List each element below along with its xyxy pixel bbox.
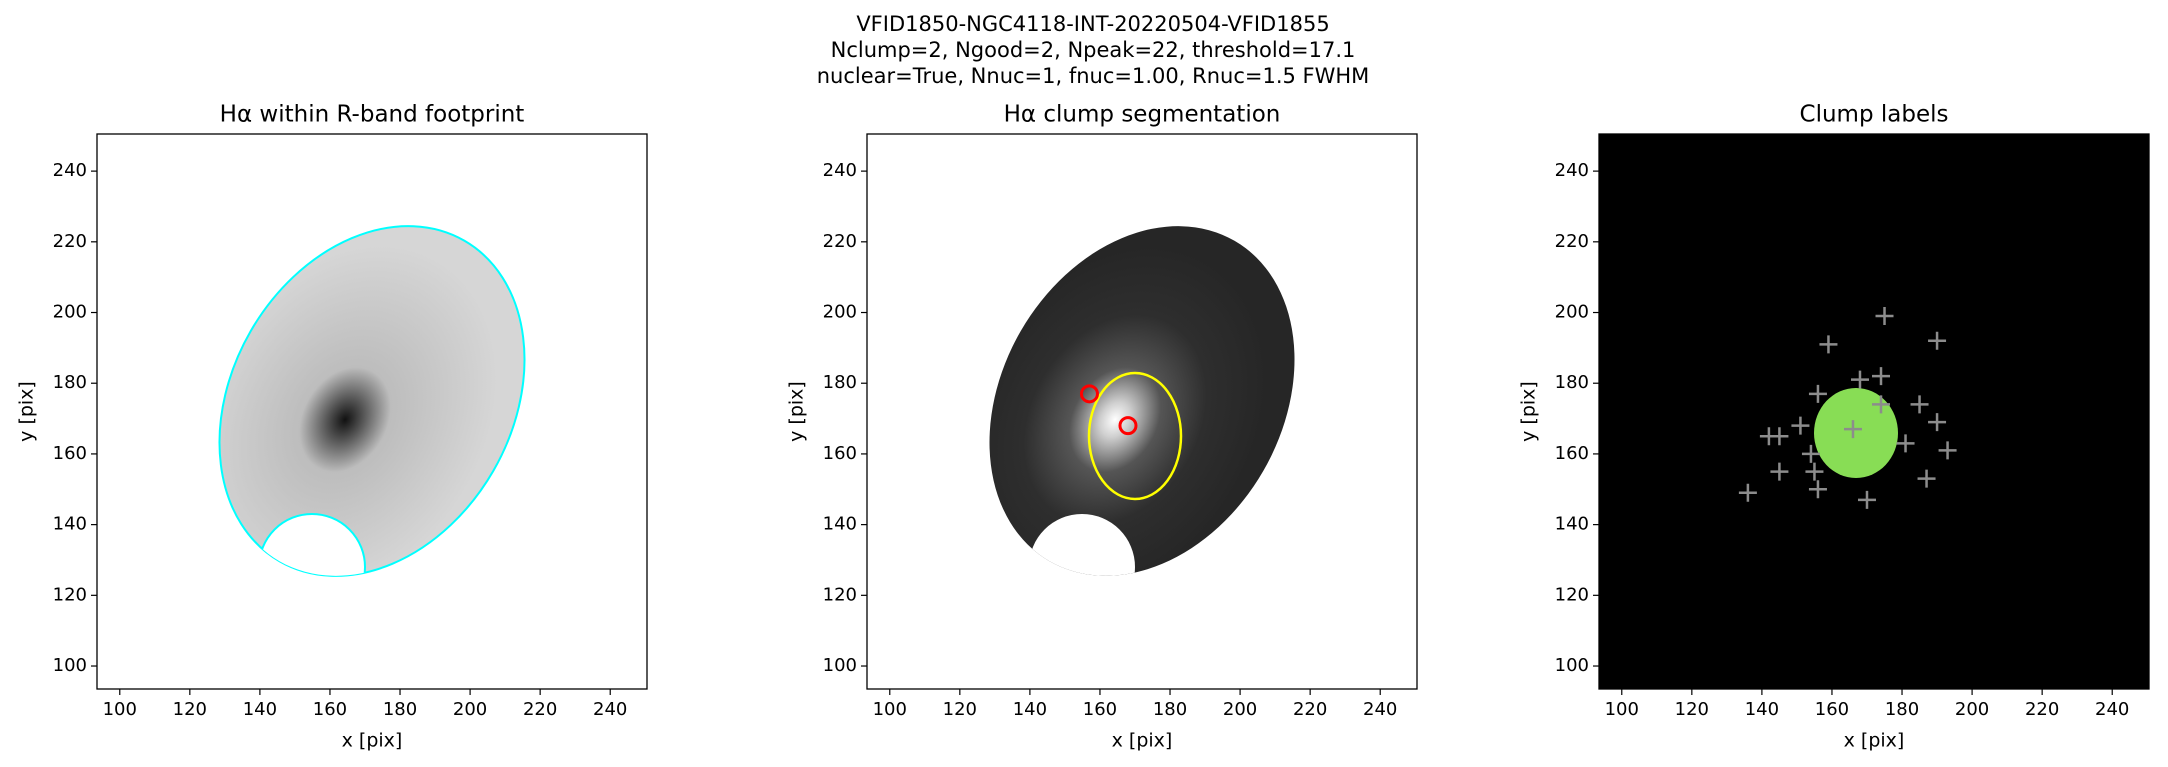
peak-marker [1850, 370, 1869, 389]
y-tick-label: 180 [823, 372, 857, 393]
figure-title: VFID1850-NGC4118-INT-20220504-VFID1855 [856, 12, 1329, 36]
peak-marker [1938, 441, 1957, 460]
peak-marker [1791, 416, 1810, 435]
clump-contour [1087, 371, 1183, 501]
figure-title: Nclump=2, Ngood=2, Npeak=22, threshold=1… [831, 38, 1356, 62]
peak-marker [1808, 480, 1827, 499]
figure-title: nuclear=True, Nnuc=1, fnuc=1.00, Rnuc=1.… [817, 64, 1370, 88]
x-tick-label: 120 [1675, 699, 1709, 720]
peak-marker [1896, 434, 1915, 453]
peak-marker [1808, 384, 1827, 403]
panel-title: Hα clump segmentation [1004, 102, 1281, 128]
peak-marker [1819, 335, 1838, 354]
peak-marker [1801, 444, 1820, 463]
x-tick-label: 240 [1363, 699, 1397, 720]
x-tick-label: 240 [2095, 699, 2129, 720]
y-tick-label: 160 [53, 443, 87, 464]
panel: 100 120 140 160 180 200 220 240 100 120 140 160 180 2… [786, 102, 1418, 752]
y-tick-label: 200 [53, 302, 87, 323]
x-tick-label: 220 [1293, 699, 1327, 720]
axes-frame [1598, 133, 2150, 690]
label-region [1814, 388, 1898, 478]
y-tick-label: 240 [53, 160, 87, 181]
peak-marker [1738, 483, 1757, 502]
x-tick-label: 140 [1745, 699, 1779, 720]
y-tick-label: 200 [1555, 302, 1589, 323]
x-axis-label: x [pix] [1112, 730, 1173, 752]
x-tick-label: 100 [873, 699, 907, 720]
y-tick-label: 240 [823, 160, 857, 181]
x-tick-label: 180 [1885, 699, 1919, 720]
y-tick-label: 120 [1555, 584, 1589, 605]
y-tick-label: 100 [1555, 655, 1589, 676]
peak-marker [1770, 462, 1789, 481]
peak-marker [1872, 367, 1891, 386]
y-tick-label: 140 [823, 514, 857, 535]
x-axis-label: x [pix] [342, 730, 403, 752]
y-axis-label: y [pix] [16, 381, 38, 442]
y-tick-label: 100 [53, 655, 87, 676]
panel: 100 120 140 160 180 200 220 240 100 120 140 160 180 2… [16, 102, 648, 752]
peak-marker [1843, 420, 1862, 439]
y-tick-label: 140 [53, 514, 87, 535]
peak-marker [1917, 469, 1936, 488]
x-tick-label: 160 [1815, 699, 1849, 720]
peak-marker [1875, 307, 1894, 326]
y-tick-label: 240 [1555, 160, 1589, 181]
peak-marker [1928, 413, 1947, 432]
peak-marker [1770, 427, 1789, 446]
y-tick-label: 140 [1555, 514, 1589, 535]
x-tick-label: 140 [243, 699, 277, 720]
y-tick-label: 120 [53, 584, 87, 605]
x-tick-label: 180 [1153, 699, 1187, 720]
peak-marker [1805, 462, 1824, 481]
clump-marker [1079, 384, 1099, 404]
y-tick-label: 200 [823, 302, 857, 323]
x-tick-label: 140 [1013, 699, 1047, 720]
y-tick-label: 120 [823, 584, 857, 605]
x-tick-label: 200 [1223, 699, 1257, 720]
y-tick-label: 100 [823, 655, 857, 676]
y-tick-label: 220 [1555, 231, 1589, 252]
x-tick-label: 160 [1083, 699, 1117, 720]
y-tick-label: 220 [823, 231, 857, 252]
x-tick-label: 100 [1605, 699, 1639, 720]
x-tick-label: 220 [2025, 699, 2059, 720]
peak-marker [1910, 395, 1929, 414]
x-axis-label: x [pix] [1844, 730, 1905, 752]
x-tick-label: 200 [453, 699, 487, 720]
axes-frame [96, 133, 648, 690]
y-tick-label: 180 [1555, 372, 1589, 393]
x-tick-label: 160 [313, 699, 347, 720]
y-axis-label: y [pix] [786, 381, 808, 442]
x-tick-label: 180 [383, 699, 417, 720]
y-tick-label: 160 [823, 443, 857, 464]
x-tick-label: 220 [523, 699, 557, 720]
x-tick-label: 240 [593, 699, 627, 720]
axes-frame [866, 133, 1418, 690]
panel: 100 120 140 160 180 200 220 240 100 120 140 160 180 2… [1518, 102, 2150, 752]
y-axis-label: y [pix] [1518, 381, 1540, 442]
panel-title: Clump labels [1800, 102, 1949, 128]
peak-marker [1857, 490, 1876, 509]
clump-marker [1118, 416, 1138, 436]
x-tick-label: 120 [943, 699, 977, 720]
peak-marker [1928, 331, 1947, 350]
x-tick-label: 120 [173, 699, 207, 720]
y-tick-label: 160 [1555, 443, 1589, 464]
x-tick-label: 100 [103, 699, 137, 720]
x-tick-label: 200 [1955, 699, 1989, 720]
panel-title: Hα within R-band footprint [220, 102, 525, 128]
y-tick-label: 220 [53, 231, 87, 252]
peak-marker [1872, 395, 1891, 414]
y-tick-label: 180 [53, 372, 87, 393]
galaxy-image [989, 226, 1295, 576]
